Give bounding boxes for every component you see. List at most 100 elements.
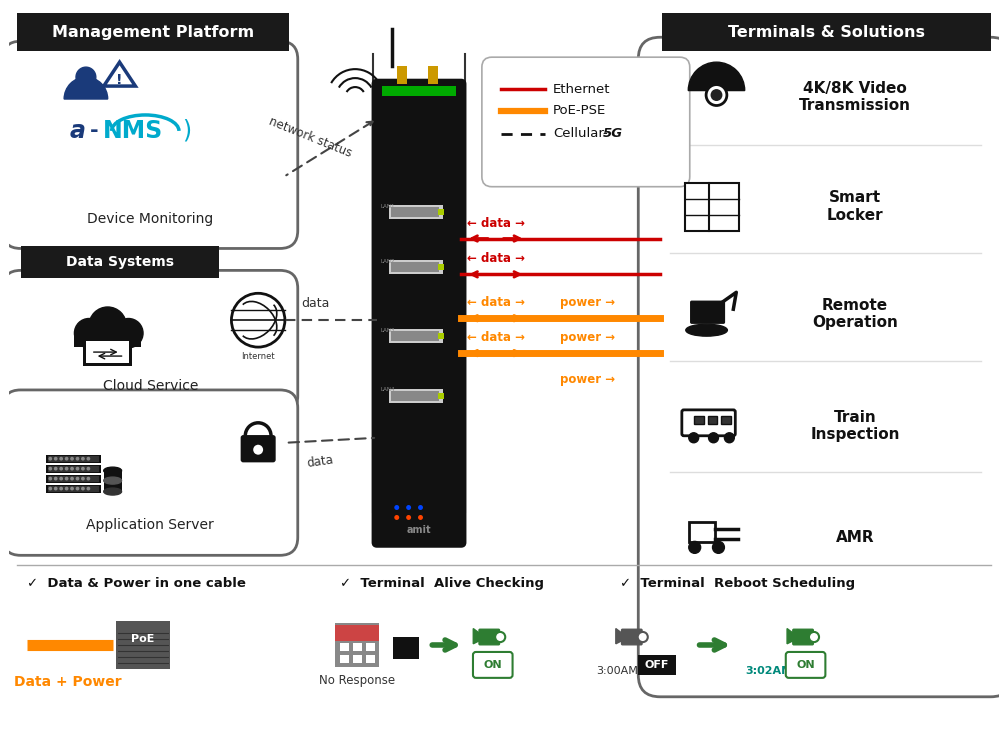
Bar bbox=[21, 247, 219, 278]
Ellipse shape bbox=[104, 468, 122, 474]
Text: Internet: Internet bbox=[241, 352, 275, 361]
Circle shape bbox=[49, 458, 51, 460]
Bar bbox=[694, 416, 704, 424]
Circle shape bbox=[231, 293, 285, 347]
Circle shape bbox=[74, 319, 104, 348]
FancyBboxPatch shape bbox=[373, 80, 465, 546]
Text: a: a bbox=[70, 119, 86, 143]
Circle shape bbox=[82, 488, 84, 490]
Circle shape bbox=[76, 67, 96, 87]
FancyBboxPatch shape bbox=[786, 652, 825, 678]
Text: No Response: No Response bbox=[319, 675, 395, 687]
Bar bbox=[48, 476, 99, 482]
Circle shape bbox=[55, 458, 57, 460]
Bar bbox=[721, 416, 731, 424]
FancyBboxPatch shape bbox=[473, 652, 513, 678]
Text: Management Platform: Management Platform bbox=[52, 25, 254, 40]
Circle shape bbox=[418, 505, 423, 510]
Text: amit: amit bbox=[407, 525, 431, 536]
Text: ✓  Terminal  Reboot Scheduling: ✓ Terminal Reboot Scheduling bbox=[620, 577, 856, 589]
Circle shape bbox=[689, 542, 701, 554]
Circle shape bbox=[49, 477, 51, 479]
Circle shape bbox=[82, 468, 84, 470]
Text: Data + Power: Data + Power bbox=[14, 675, 122, 689]
Bar bbox=[353, 643, 362, 651]
Text: ): ) bbox=[182, 119, 191, 143]
Circle shape bbox=[71, 468, 73, 470]
FancyBboxPatch shape bbox=[3, 270, 298, 414]
Circle shape bbox=[65, 468, 68, 470]
Circle shape bbox=[709, 433, 718, 443]
Text: Remote
Operation: Remote Operation bbox=[812, 298, 898, 331]
Bar bbox=[391, 390, 439, 401]
Circle shape bbox=[418, 515, 423, 520]
Bar bbox=[389, 329, 443, 343]
Text: Device Monitoring: Device Monitoring bbox=[87, 212, 213, 226]
Wedge shape bbox=[64, 77, 108, 99]
Circle shape bbox=[495, 632, 505, 642]
Bar bbox=[104, 470, 122, 491]
Polygon shape bbox=[104, 62, 135, 86]
Text: Train
Inspection: Train Inspection bbox=[810, 410, 900, 442]
Bar bbox=[353, 655, 362, 663]
Text: data: data bbox=[306, 453, 335, 470]
Circle shape bbox=[49, 468, 51, 470]
Text: -: - bbox=[90, 121, 98, 141]
Text: OFF: OFF bbox=[645, 660, 669, 670]
Circle shape bbox=[55, 488, 57, 490]
Text: power →: power → bbox=[560, 331, 615, 344]
Bar bbox=[335, 625, 379, 641]
Circle shape bbox=[713, 542, 724, 554]
Circle shape bbox=[71, 458, 73, 460]
Circle shape bbox=[689, 433, 699, 443]
Polygon shape bbox=[787, 628, 794, 644]
Circle shape bbox=[706, 85, 727, 105]
Text: Ethernet: Ethernet bbox=[553, 82, 611, 96]
FancyBboxPatch shape bbox=[638, 37, 1000, 697]
Circle shape bbox=[55, 468, 57, 470]
Bar bbox=[389, 260, 443, 275]
Bar bbox=[708, 416, 717, 424]
Circle shape bbox=[76, 488, 79, 490]
Circle shape bbox=[724, 433, 734, 443]
Circle shape bbox=[809, 632, 819, 642]
Bar bbox=[116, 621, 170, 669]
Bar bbox=[83, 334, 132, 366]
FancyBboxPatch shape bbox=[793, 629, 813, 645]
Circle shape bbox=[71, 488, 73, 490]
Circle shape bbox=[55, 477, 57, 479]
Circle shape bbox=[71, 477, 73, 479]
Circle shape bbox=[87, 488, 90, 490]
Text: network status: network status bbox=[267, 114, 354, 159]
FancyBboxPatch shape bbox=[3, 390, 298, 555]
Circle shape bbox=[82, 477, 84, 479]
Bar bbox=[335, 623, 379, 667]
Text: ← data →: ← data → bbox=[467, 252, 525, 266]
Circle shape bbox=[406, 515, 411, 520]
Circle shape bbox=[60, 458, 62, 460]
Circle shape bbox=[85, 327, 110, 352]
Circle shape bbox=[711, 89, 722, 101]
Text: NR: NR bbox=[398, 114, 422, 129]
Bar bbox=[389, 206, 443, 219]
Text: ON: ON bbox=[483, 660, 502, 670]
Text: 3:00AM: 3:00AM bbox=[597, 666, 638, 676]
Circle shape bbox=[76, 468, 79, 470]
Circle shape bbox=[106, 327, 131, 352]
Circle shape bbox=[114, 319, 143, 348]
Circle shape bbox=[49, 488, 51, 490]
Text: 3:02AM: 3:02AM bbox=[745, 666, 793, 676]
Bar bbox=[340, 655, 349, 663]
Bar bbox=[340, 643, 349, 651]
Text: LAN3: LAN3 bbox=[381, 328, 395, 333]
Circle shape bbox=[60, 488, 62, 490]
Circle shape bbox=[76, 477, 79, 479]
Bar bbox=[685, 183, 739, 230]
Text: power →: power → bbox=[560, 296, 615, 309]
Text: ← data →: ← data → bbox=[467, 216, 525, 230]
Ellipse shape bbox=[686, 324, 727, 336]
Bar bbox=[366, 643, 375, 651]
Text: power →: power → bbox=[560, 373, 615, 386]
FancyBboxPatch shape bbox=[241, 436, 275, 462]
Circle shape bbox=[253, 445, 263, 455]
